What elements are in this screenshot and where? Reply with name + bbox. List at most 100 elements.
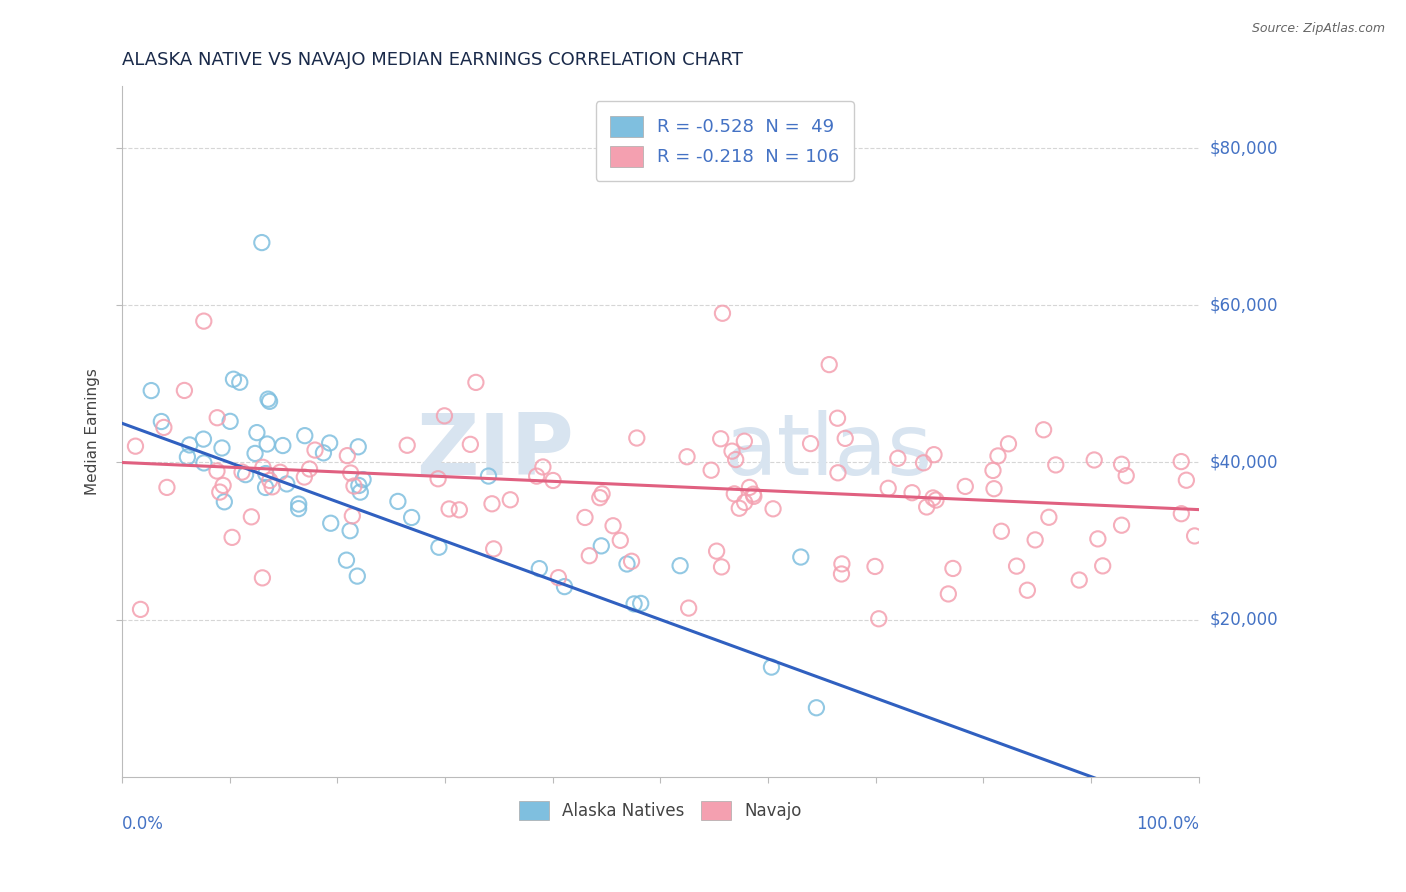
- Point: [205, 410, 228, 425]
- Point: [574, 510, 596, 524]
- Point: [742, 487, 765, 501]
- Point: [304, 443, 326, 458]
- Point: [318, 436, 340, 450]
- Point: [124, 439, 146, 453]
- Point: [339, 524, 361, 538]
- Point: [602, 518, 624, 533]
- Point: [252, 571, 274, 585]
- Point: [877, 481, 900, 495]
- Point: [437, 502, 460, 516]
- Point: [711, 306, 734, 320]
- Legend: Alaska Natives, Navajo: Alaska Natives, Navajo: [512, 795, 808, 827]
- Point: [298, 462, 321, 476]
- Point: [259, 474, 281, 488]
- Point: [623, 597, 645, 611]
- Point: [254, 481, 277, 495]
- Point: [1091, 558, 1114, 573]
- Point: [179, 438, 201, 452]
- Point: [547, 571, 569, 585]
- Text: Source: ZipAtlas.com: Source: ZipAtlas.com: [1251, 22, 1385, 36]
- Point: [449, 503, 471, 517]
- Point: [1087, 532, 1109, 546]
- Point: [676, 450, 699, 464]
- Point: [276, 477, 298, 491]
- Point: [219, 414, 242, 428]
- Point: [706, 544, 728, 558]
- Point: [240, 509, 263, 524]
- Point: [710, 560, 733, 574]
- Point: [173, 384, 195, 398]
- Point: [922, 491, 945, 505]
- Point: [630, 596, 652, 610]
- Point: [343, 479, 366, 493]
- Point: [728, 501, 751, 516]
- Point: [790, 549, 813, 564]
- Point: [955, 479, 977, 493]
- Point: [710, 432, 733, 446]
- Point: [427, 541, 450, 555]
- Point: [912, 456, 935, 470]
- Point: [831, 557, 853, 571]
- Point: [1024, 533, 1046, 547]
- Text: $60,000: $60,000: [1211, 296, 1278, 314]
- Point: [742, 489, 765, 503]
- Point: [193, 314, 215, 328]
- Point: [352, 473, 374, 487]
- Point: [208, 485, 231, 500]
- Text: $80,000: $80,000: [1211, 139, 1278, 157]
- Point: [669, 558, 692, 573]
- Point: [863, 559, 886, 574]
- Point: [1170, 454, 1192, 468]
- Point: [401, 510, 423, 524]
- Point: [205, 464, 228, 478]
- Point: [262, 480, 284, 494]
- Point: [1115, 468, 1137, 483]
- Point: [231, 465, 253, 479]
- Point: [983, 482, 1005, 496]
- Point: [246, 425, 269, 440]
- Point: [336, 449, 359, 463]
- Point: [626, 431, 648, 445]
- Text: atlas: atlas: [725, 410, 934, 493]
- Point: [700, 463, 723, 477]
- Point: [254, 467, 277, 481]
- Point: [214, 495, 236, 509]
- Point: [212, 478, 235, 492]
- Point: [1032, 423, 1054, 437]
- Point: [433, 409, 456, 423]
- Point: [818, 358, 841, 372]
- Point: [481, 497, 503, 511]
- Point: [733, 434, 755, 449]
- Point: [1111, 518, 1133, 533]
- Point: [609, 533, 631, 548]
- Point: [834, 431, 856, 445]
- Point: [827, 466, 849, 480]
- Point: [887, 451, 910, 466]
- Text: $40,000: $40,000: [1211, 453, 1278, 472]
- Point: [229, 376, 252, 390]
- Point: [387, 494, 409, 508]
- Point: [1111, 457, 1133, 471]
- Point: [346, 569, 368, 583]
- Point: [257, 392, 280, 406]
- Point: [1045, 458, 1067, 472]
- Point: [150, 415, 173, 429]
- Text: ALASKA NATIVE VS NAVAJO MEDIAN EARNINGS CORRELATION CHART: ALASKA NATIVE VS NAVAJO MEDIAN EARNINGS …: [122, 51, 742, 69]
- Point: [529, 561, 551, 575]
- Point: [349, 485, 371, 500]
- Point: [762, 501, 785, 516]
- Text: $20,000: $20,000: [1211, 610, 1278, 629]
- Point: [901, 485, 924, 500]
- Point: [616, 557, 638, 571]
- Point: [396, 438, 419, 452]
- Point: [531, 459, 554, 474]
- Point: [141, 384, 163, 398]
- Point: [827, 411, 849, 425]
- Point: [981, 463, 1004, 477]
- Point: [922, 448, 945, 462]
- Point: [1184, 529, 1206, 543]
- Point: [243, 446, 266, 460]
- Point: [1069, 573, 1091, 587]
- Point: [723, 487, 745, 501]
- Point: [554, 580, 576, 594]
